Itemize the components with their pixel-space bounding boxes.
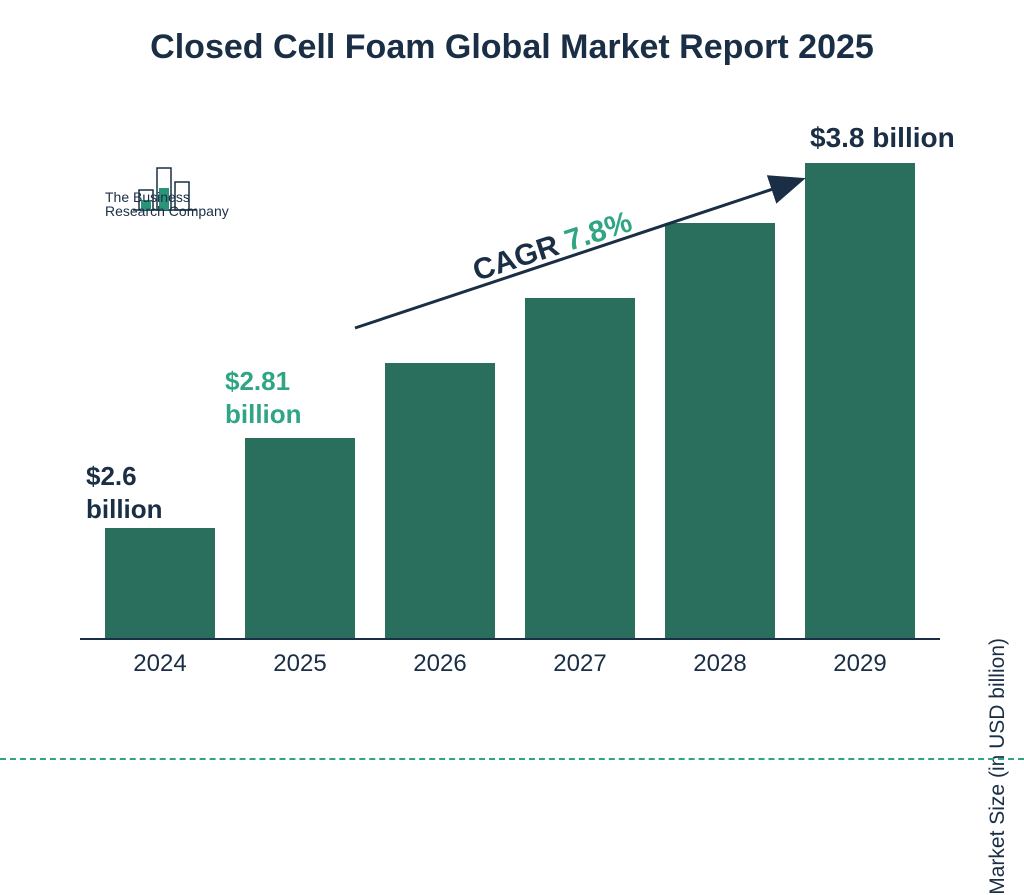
bar-2025 [245, 438, 355, 638]
bottom-divider [0, 758, 1024, 760]
x-label-0: 2024 [105, 644, 215, 680]
x-axis-line [80, 638, 940, 640]
x-label-2: 2026 [385, 644, 495, 680]
value-label-2029: $3.8 billion [810, 120, 955, 155]
x-axis-labels: 2024 2025 2026 2027 2028 2029 [80, 644, 940, 680]
chart-title: Closed Cell Foam Global Market Report 20… [0, 28, 1024, 67]
x-label-4: 2028 [665, 644, 775, 680]
value-label-2024: $2.6billion [86, 460, 163, 525]
cagr-annotation: CAGR 7.8% [350, 160, 850, 360]
bar-2024 [105, 528, 215, 638]
x-label-5: 2029 [805, 644, 915, 680]
x-label-3: 2027 [525, 644, 635, 680]
bar-2026 [385, 363, 495, 638]
y-axis-label: Market Size (in USD billion) [986, 638, 1010, 895]
value-label-2025: $2.81billion [225, 365, 302, 430]
x-label-1: 2025 [245, 644, 355, 680]
